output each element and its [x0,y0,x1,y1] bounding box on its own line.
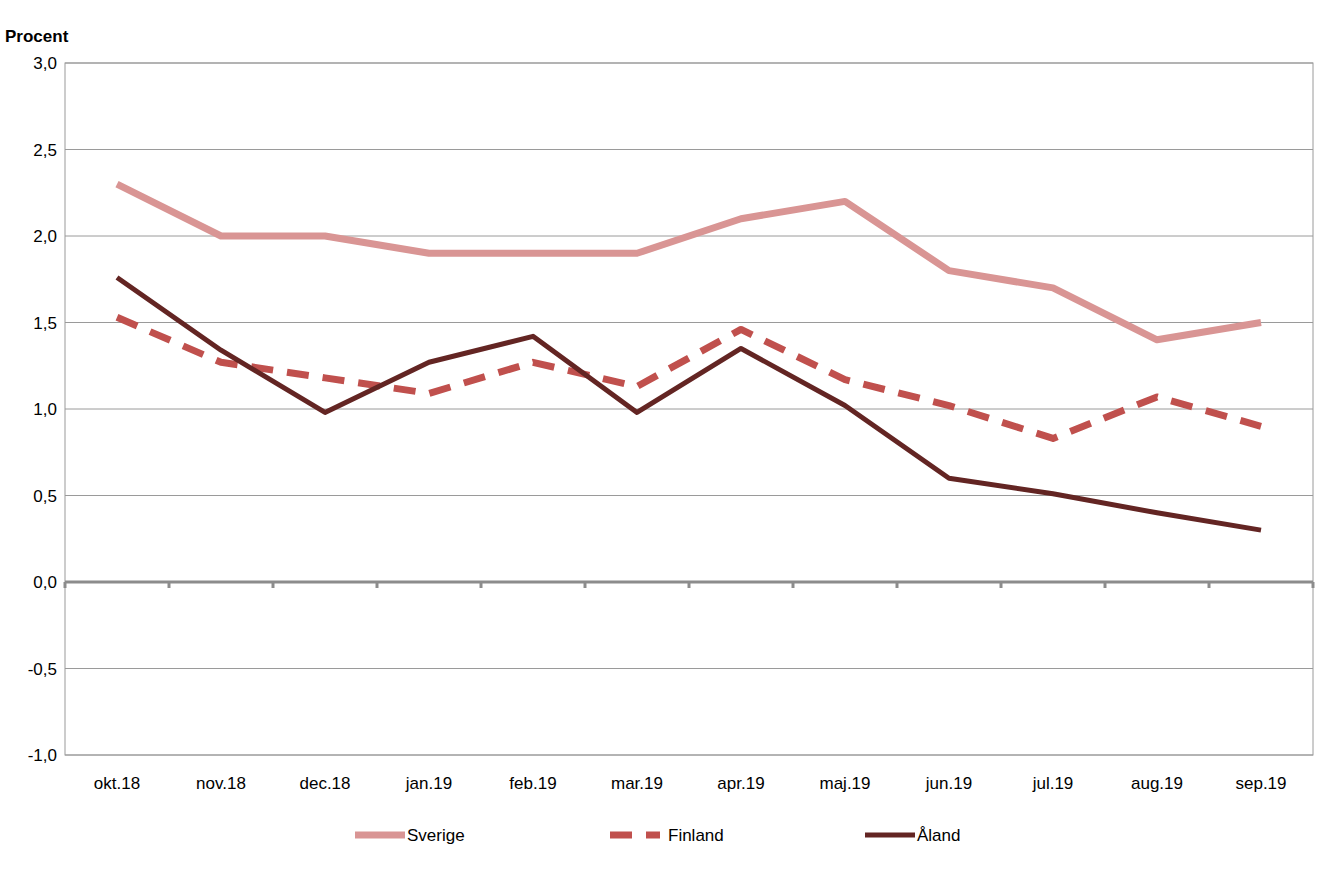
x-tick-label: dec.18 [299,774,350,793]
x-tick-label: mar.19 [611,774,663,793]
x-tick-label: aug.19 [1131,774,1183,793]
x-tick [688,582,691,588]
x-tick [1104,582,1107,588]
x-tick [584,582,587,588]
legend-label: Finland [668,826,724,845]
grid [65,63,1313,755]
x-tick-label: okt.18 [94,774,140,793]
x-tick [792,582,795,588]
x-tick [168,582,171,588]
grid-line [65,409,1313,410]
legend-label: Sverige [407,826,465,845]
x-tick [272,582,275,588]
y-tick-label: 3,0 [33,54,57,73]
grid-line [65,495,1313,496]
x-tick-label: apr.19 [717,774,764,793]
legend-swatch [865,833,915,838]
legend-swatch [355,832,405,839]
y-tick-label: 2,0 [33,227,57,246]
x-tick-label: sep.19 [1235,774,1286,793]
y-tick-label: 1,5 [33,314,57,333]
y-tick-label: 0,0 [33,573,57,592]
y-axis-label: Procent [5,27,69,46]
y-tick-label: 0,5 [33,487,57,506]
chart: -1,0 -0,5 0,0 0,5 1,0 1,5 2,0 2,5 3,0 okt.18 nov.1… [0,0,1342,874]
y-tick-label: 2,5 [33,141,57,160]
y-tick-label: -1,0 [28,746,57,765]
series-group [117,184,1261,530]
x-tick [1000,582,1003,588]
grid-line [65,668,1313,669]
series-line [117,278,1261,531]
x-tick-label: maj.19 [819,774,870,793]
x-tick-label: feb.19 [509,774,556,793]
y-tick-label: 1,0 [33,400,57,419]
x-tick [1208,582,1211,588]
y-tick-label: -0,5 [28,660,57,679]
x-tick [480,582,483,588]
x-tick-label: jun.19 [925,774,972,793]
series-line [117,184,1261,340]
x-tick-label: nov.18 [196,774,246,793]
legend-swatch [610,832,660,839]
x-tick-label: jul.19 [1032,774,1074,793]
x-tick [64,582,67,588]
grid-line [65,149,1313,150]
x-tick [896,582,899,588]
plot-frame [65,63,1313,755]
x-tick [1312,582,1315,588]
legend: Sverige Finland Åland [355,826,960,845]
legend-label: Åland [917,826,960,845]
x-tick [376,582,379,588]
x-tick-label: jan.19 [405,774,452,793]
